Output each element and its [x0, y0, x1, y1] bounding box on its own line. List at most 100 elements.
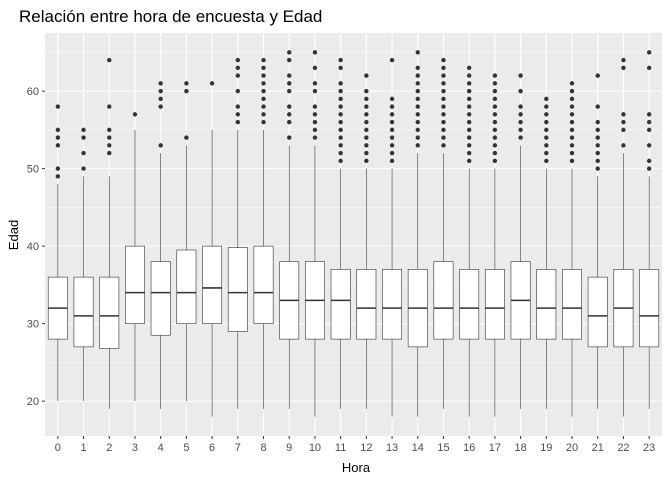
x-tick-label: 2 — [106, 442, 112, 454]
box-iqr — [202, 245, 223, 324]
box-hora-14 — [407, 50, 428, 417]
outlier-point — [415, 65, 420, 71]
outlier-point — [364, 88, 369, 94]
box-hora-20 — [562, 81, 582, 417]
x-tick-label: 21 — [592, 442, 604, 454]
box-iqr — [587, 276, 608, 348]
outlier-point — [441, 127, 446, 133]
outlier-point — [364, 127, 369, 133]
outlier-point — [492, 112, 498, 117]
outlier-point — [544, 119, 549, 125]
box-hora-4 — [150, 81, 171, 409]
outlier-point — [569, 150, 575, 156]
outlier-point — [621, 112, 626, 117]
outlier-point — [389, 135, 395, 140]
outlier-point — [389, 143, 395, 148]
outlier-point — [492, 104, 498, 109]
outlier-point — [595, 73, 600, 78]
box-hora-0 — [47, 104, 68, 402]
outlier-point — [338, 143, 343, 148]
outlier-point — [544, 104, 549, 109]
plot-panel — [45, 33, 662, 436]
outlier-point — [107, 57, 112, 63]
box-hora-2 — [99, 57, 120, 409]
outlier-point — [55, 135, 61, 140]
outlier-point — [569, 119, 575, 125]
outlier-point — [55, 174, 61, 179]
x-tick-label: 8 — [260, 442, 266, 454]
box-iqr — [639, 269, 660, 348]
outlier-point — [466, 96, 472, 102]
x-tick-label: 0 — [55, 442, 61, 454]
outlier-point — [287, 73, 292, 78]
outlier-point — [158, 88, 163, 94]
box-hora-5 — [176, 81, 197, 402]
outlier-point — [415, 127, 420, 133]
outlier-point — [492, 127, 498, 133]
outlier-point — [415, 135, 420, 140]
outlier-point — [492, 88, 498, 94]
outlier-point — [312, 119, 318, 125]
outlier-point — [55, 127, 61, 133]
outlier-point — [209, 81, 215, 86]
box-hora-16 — [459, 65, 480, 417]
box-hora-8 — [253, 57, 274, 409]
outlier-point — [364, 135, 369, 140]
x-tick-label: 19 — [540, 442, 552, 454]
y-tick-label: 20 — [27, 396, 39, 408]
outlier-point — [518, 104, 523, 109]
outlier-point — [364, 96, 369, 102]
outlier-point — [415, 50, 420, 55]
box-hora-9 — [279, 50, 300, 409]
y-tick-label: 50 — [27, 164, 39, 176]
outlier-point — [312, 81, 318, 86]
outlier-point — [569, 88, 575, 94]
outlier-point — [389, 119, 395, 125]
outlier-point — [621, 65, 626, 71]
box-iqr — [330, 269, 351, 340]
outlier-point — [338, 150, 343, 156]
box-iqr — [562, 269, 582, 340]
outlier-point — [338, 127, 343, 133]
outlier-point — [287, 104, 292, 109]
outlier-point — [441, 65, 446, 71]
outlier-point — [338, 57, 343, 63]
outlier-point — [364, 104, 369, 109]
box-hora-13 — [382, 57, 403, 417]
outlier-point — [235, 112, 241, 117]
outlier-point — [312, 104, 318, 109]
outlier-point — [441, 57, 446, 63]
box-hora-12 — [356, 73, 377, 409]
outlier-point — [441, 143, 446, 148]
outlier-point — [466, 150, 472, 156]
outlier-point — [544, 127, 549, 133]
outlier-point — [235, 73, 241, 78]
outlier-point — [287, 112, 292, 117]
box-hora-1 — [73, 127, 94, 402]
outlier-point — [55, 104, 61, 109]
box-iqr — [356, 269, 377, 340]
outlier-point — [158, 81, 163, 86]
box-iqr — [382, 269, 403, 340]
x-tick-label: 5 — [183, 442, 189, 454]
x-axis: 0 1 2 3 4 5 6 7 8 9 10 11 12 13 14 15 16 17 18 19 20 21 22 23 — [55, 436, 655, 454]
outlier-point — [466, 119, 472, 125]
outlier-point — [415, 73, 420, 78]
y-tick-label: 60 — [27, 86, 39, 98]
x-tick-label: 14 — [412, 442, 424, 454]
box-hora-7 — [227, 57, 248, 409]
outlier-point — [492, 158, 498, 164]
outlier-point — [595, 127, 600, 133]
outlier-point — [595, 150, 600, 156]
outlier-point — [441, 73, 446, 78]
outlier-point — [646, 50, 652, 55]
outlier-point — [441, 81, 446, 86]
x-tick-label: 3 — [132, 442, 138, 454]
box-hora-22 — [613, 57, 634, 417]
outlier-point — [287, 135, 292, 140]
x-tick-label: 11 — [335, 442, 346, 454]
outlier-point — [492, 96, 498, 102]
x-tick-label: 10 — [309, 442, 321, 454]
x-tick-label: 4 — [158, 442, 164, 454]
